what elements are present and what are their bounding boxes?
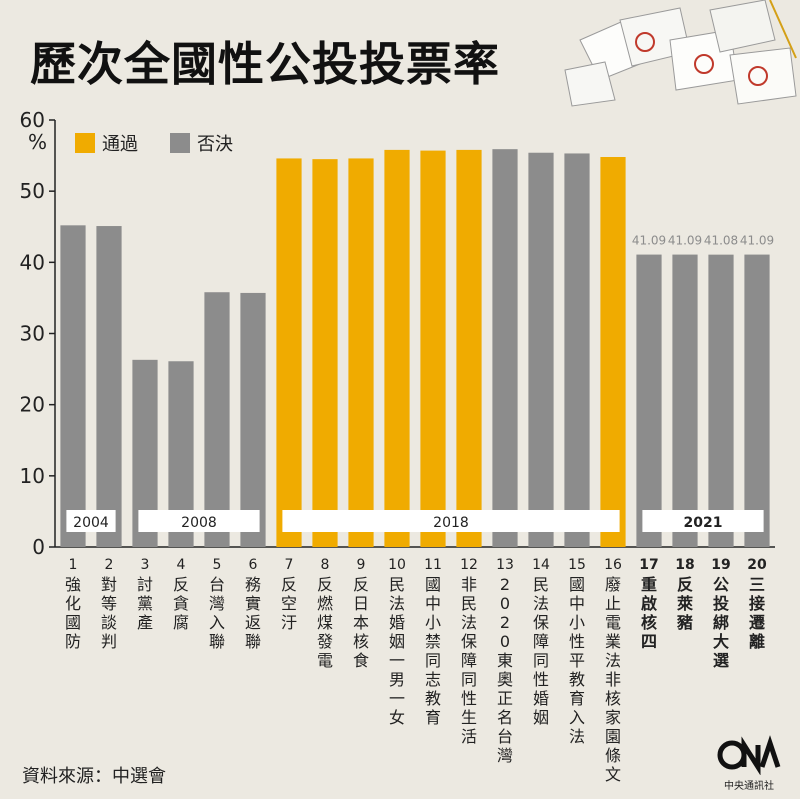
cna-org-name: 中央通訊社 [724, 781, 774, 792]
bar-number-9: 9 [357, 557, 366, 573]
bar-number-12: 12 [460, 557, 478, 573]
bar-number-19: 19 [711, 557, 730, 573]
period-band-2004 [66, 510, 116, 532]
bar-number-15: 15 [568, 557, 586, 573]
bar-18 [672, 254, 698, 547]
legend-label-1: 通過 [102, 134, 138, 155]
bar-value-label-20: 41.09 [740, 234, 774, 248]
bar-16 [600, 157, 626, 548]
bar-12 [456, 149, 482, 547]
bar-number-10: 10 [388, 557, 406, 573]
bar-5 [204, 292, 230, 547]
period-band-2008 [138, 510, 260, 532]
bar-6 [240, 292, 266, 547]
chart-title: 歷次全國性公投投票率 [30, 37, 500, 91]
bar-number-17: 17 [639, 557, 658, 573]
bar-10 [384, 149, 410, 547]
bar-number-4: 4 [177, 557, 186, 573]
bar-number-16: 16 [604, 557, 622, 573]
bar-category-label-12: 非民法保障同性生活 [461, 575, 477, 746]
legend-label-2: 否決 [197, 134, 233, 155]
cna-logo: 中央通訊社 [714, 735, 784, 792]
bar-category-label-11: 國中小禁同志教育 [425, 575, 441, 727]
y-tick-label: 10 [20, 464, 45, 488]
y-tick-label: 50 [20, 179, 45, 203]
cna-logo-mark [717, 735, 781, 776]
bar-category-label-20: 三接遷離 [749, 575, 765, 651]
bar-8 [312, 159, 338, 547]
bar-number-2: 2 [105, 557, 114, 573]
bar-17 [636, 254, 662, 547]
bar-14 [528, 152, 554, 547]
y-tick-label: 20 [20, 393, 45, 417]
period-band-2021 [642, 510, 764, 532]
bar-category-label-1: 強化國防 [65, 575, 81, 651]
y-tick-label: 0 [32, 535, 45, 559]
bar-category-label-15: 國中小性平教育入法 [569, 575, 585, 746]
bar-9 [348, 158, 374, 547]
y-tick-label: 40 [20, 250, 45, 274]
bar-category-label-19: 公投綁大選 [713, 575, 729, 670]
bar-category-label-6: 務實返聯 [245, 575, 261, 651]
bar-value-label-18: 41.09 [668, 234, 702, 248]
bar-category-label-2: 對等談判 [101, 575, 117, 651]
bar-number-6: 6 [249, 557, 258, 573]
bar-20 [744, 254, 770, 547]
bar-number-20: 20 [747, 557, 767, 573]
bar-category-label-18: 反萊豬 [676, 575, 694, 632]
bar-number-18: 18 [675, 557, 694, 573]
bar-15 [564, 153, 590, 547]
bar-category-label-17: 重啟核四 [641, 575, 657, 651]
bar-category-label-5: 台灣入聯 [209, 575, 225, 651]
period-band-2018 [282, 510, 620, 532]
legend-swatch-1 [75, 133, 95, 153]
bar-number-13: 13 [496, 557, 514, 573]
legend-swatch-2 [170, 133, 190, 153]
bar-number-11: 11 [424, 557, 442, 573]
bar-value-label-19: 41.08 [704, 234, 738, 248]
bar-number-14: 14 [532, 557, 550, 573]
period-label-2021: 2021 [684, 515, 723, 531]
bar-category-label-13: 2 0 2 0 東奧正名台灣 [497, 575, 513, 765]
bar-number-3: 3 [141, 557, 150, 573]
bar-category-label-10: 民法婚姻一男一女 [389, 575, 405, 727]
bar-number-1: 1 [69, 557, 78, 573]
bar-number-7: 7 [285, 557, 294, 573]
bar-category-label-8: 反燃煤發電 [317, 575, 333, 670]
bar-number-8: 8 [321, 557, 330, 573]
period-label-2004: 2004 [73, 515, 109, 531]
y-tick-label: 60 [20, 108, 45, 132]
period-label-2018: 2018 [433, 515, 469, 531]
bar-number-5: 5 [213, 557, 222, 573]
data-source-note: 資料來源：中選會 [22, 766, 166, 787]
bar-2 [96, 226, 122, 547]
bar-19 [708, 254, 734, 547]
period-label-2008: 2008 [181, 515, 217, 531]
bar-category-label-3: 討黨產 [137, 575, 153, 632]
bar-category-label-16: 廢止電業法非核家園條文 [605, 575, 621, 784]
bar-category-label-7: 反空汙 [281, 575, 297, 632]
ballot-decoration [560, 0, 800, 114]
y-axis-unit: % [28, 130, 47, 154]
bar-13 [492, 149, 518, 547]
bar-11 [420, 150, 446, 547]
bar-1 [60, 225, 86, 547]
bar-category-label-9: 反日本核食 [353, 575, 369, 670]
y-tick-label: 30 [20, 322, 45, 346]
bar-category-label-14: 民法保障同性婚姻 [533, 575, 549, 727]
bar-value-label-17: 41.09 [632, 234, 666, 248]
bar-category-label-4: 反貪腐 [173, 575, 189, 632]
bar-7 [276, 158, 302, 547]
